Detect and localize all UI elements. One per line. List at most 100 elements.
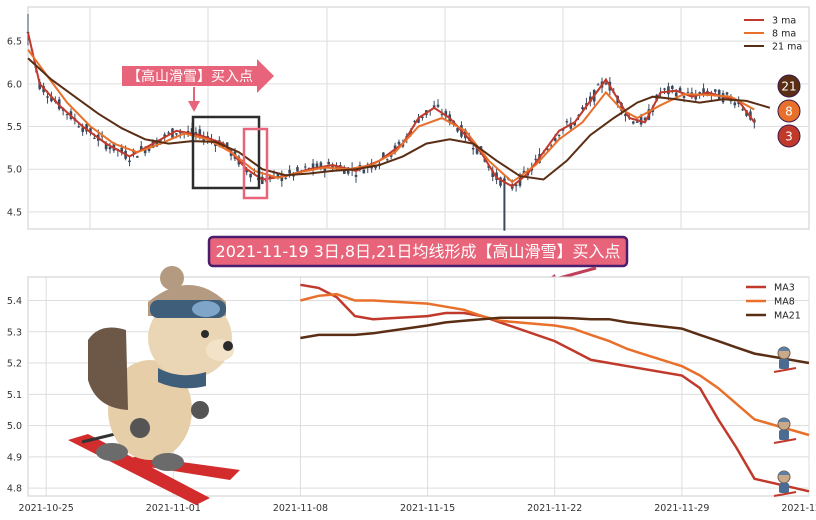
- mascot-backpack: [88, 327, 128, 410]
- bottom-y-tick-label: 5.0: [7, 421, 22, 432]
- candle-body: [362, 169, 366, 174]
- candle-body: [674, 92, 678, 97]
- candle-body: [155, 139, 159, 147]
- candle-body: [276, 173, 280, 179]
- candle-body: [421, 116, 424, 119]
- candle-body: [194, 131, 198, 135]
- top-legend-label: 8 ma: [772, 29, 796, 40]
- candle-body: [245, 169, 248, 173]
- ma-badge: [777, 124, 801, 148]
- candle-body: [288, 169, 291, 174]
- banner-box: [207, 235, 629, 268]
- candle-body: [303, 166, 307, 168]
- candle-body: [120, 147, 124, 153]
- candle-body: [284, 177, 288, 179]
- skier-hat: [778, 471, 790, 475]
- bottom-series-MA21: [300, 316, 810, 365]
- candle-body: [354, 174, 358, 177]
- candle-body: [522, 170, 526, 173]
- candle-body: [698, 92, 701, 95]
- candle-body: [667, 86, 670, 95]
- skier-ski: [773, 438, 797, 444]
- candle-body: [397, 141, 401, 145]
- bottom-legend: MA3 MA8 MA21: [746, 283, 801, 322]
- mascot-glove: [191, 401, 209, 419]
- mascot-boot: [152, 453, 184, 471]
- candle-body: [596, 84, 600, 86]
- candle-body: [85, 123, 88, 132]
- candle-body: [93, 137, 96, 139]
- bottom-y-tick-label: 5.1: [7, 390, 22, 401]
- candle-body: [557, 134, 561, 136]
- candle-body: [65, 114, 69, 116]
- candle-body: [702, 88, 705, 95]
- callout-text: 【高山滑雪】买入点: [127, 68, 253, 85]
- candle-body: [311, 163, 315, 170]
- candle-body: [167, 132, 170, 134]
- candle-body: [639, 115, 643, 125]
- candle-body: [225, 142, 229, 148]
- mascot-glove: [130, 418, 150, 438]
- candle-body: [382, 152, 385, 158]
- ma-badge: [777, 99, 801, 123]
- candle-body: [733, 102, 737, 106]
- bottom-x-tick-label: 2021-11-29: [654, 503, 709, 514]
- mascot-nose: [223, 341, 233, 351]
- bottom-x-tick-label: 2021-10-25: [19, 503, 74, 514]
- candle-body: [553, 138, 557, 141]
- candle-body: [678, 87, 682, 92]
- bottom-x-tick-label: 2021-11-01: [146, 503, 201, 514]
- candle-body: [440, 114, 444, 116]
- skier-body: [779, 430, 789, 440]
- bottom-x-tick-label: 2021-12-06: [781, 503, 816, 514]
- candle-body: [631, 121, 635, 124]
- candle-body: [81, 127, 84, 132]
- top-panel: 4.5 5.0 5.5 6.0 6.5 【高山滑雪】买入点 3 ma 8 ma 21 ma 21 8…: [7, 6, 810, 231]
- candle-body: [635, 121, 639, 123]
- top-y-tick-label: 5.5: [7, 122, 22, 133]
- mascot-scarf: [158, 368, 206, 389]
- candle-body: [694, 94, 698, 100]
- candle-body: [409, 130, 412, 136]
- candle-body: [389, 154, 393, 157]
- candle-body: [475, 146, 479, 154]
- ma-badge-label: 3: [785, 130, 793, 144]
- skier-icon: [773, 470, 797, 497]
- candle-body: [573, 122, 576, 126]
- candle-body: [128, 160, 131, 163]
- candle-body: [682, 96, 686, 98]
- candle-body: [143, 147, 147, 154]
- candle-body: [178, 132, 182, 134]
- candle-body: [89, 128, 92, 133]
- candle-body: [385, 159, 389, 161]
- skier-ski: [773, 367, 797, 373]
- candle-body: [104, 142, 108, 150]
- candle-body: [108, 147, 112, 150]
- top-legend-label: 21 ma: [772, 42, 802, 53]
- top-series-3-ma: [27, 32, 756, 188]
- ski-dog-mascot-icon: [68, 266, 240, 505]
- candle-body: [112, 142, 116, 151]
- candle-body: [565, 121, 569, 123]
- candle-body: [620, 103, 623, 112]
- candle-body: [663, 88, 666, 90]
- candle-body: [725, 92, 729, 95]
- bottom-legend-label: MA3: [774, 283, 795, 294]
- pattern-box: [191, 115, 261, 190]
- bottom-y-tick-label: 4.8: [7, 484, 22, 495]
- skier-body: [779, 483, 789, 493]
- candle-body: [136, 156, 139, 158]
- bottom-x-tick-label: 2021-11-22: [527, 503, 582, 514]
- top-y-tick-label: 6.0: [7, 79, 22, 90]
- top-y-tick-label: 4.5: [7, 207, 22, 218]
- mascot-boot: [96, 443, 128, 461]
- mascot-pompom: [160, 266, 184, 290]
- candle-body: [546, 148, 549, 150]
- candle-body: [417, 118, 420, 123]
- candle-body: [315, 163, 319, 169]
- callout-arrow: [122, 59, 274, 93]
- candle-body: [339, 165, 342, 167]
- bottom-y-tick-label: 5.4: [7, 296, 22, 307]
- bottom-x-tick-label: 2021-11-15: [400, 503, 455, 514]
